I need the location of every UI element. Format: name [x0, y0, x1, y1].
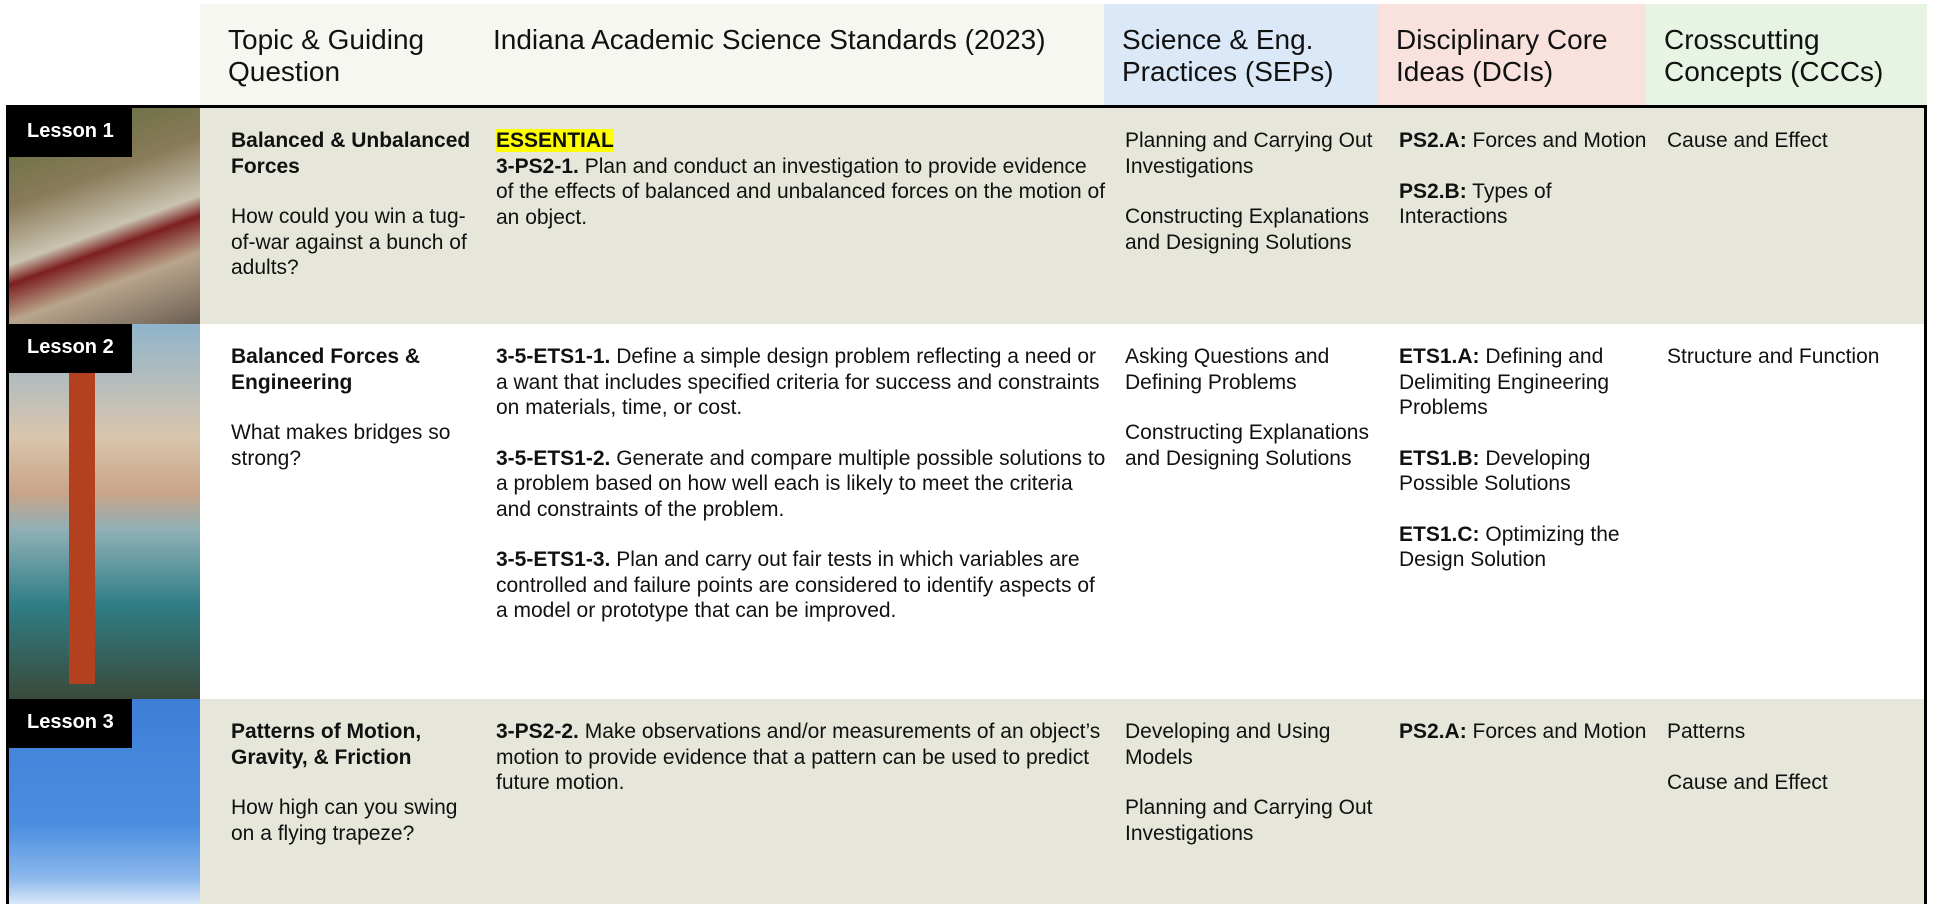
standards-cell: ESSENTIAL 3-PS2-1. Plan and conduct an in…: [496, 108, 1116, 230]
topic-cell: Balanced Forces & Engineering What makes …: [231, 324, 491, 496]
sep-item: Planning and Carrying Out Investigations: [1125, 796, 1373, 845]
dci-code: PS2.A:: [1399, 129, 1467, 152]
dci-item: PS2.B: Types of Interactions: [1399, 179, 1651, 230]
ccc-item: Cause and Effect: [1667, 129, 1828, 152]
ccc-item: Cause and Effect: [1667, 770, 1828, 794]
sep-cell: Planning and Carrying Out Investigations…: [1125, 108, 1393, 280]
standard-text: Generate and compare multiple possible s…: [496, 446, 1106, 521]
sep-item: Asking Questions and Defining Problems: [1125, 345, 1330, 394]
ccc-cell: Cause and Effect: [1667, 108, 1924, 179]
lesson-label: Lesson 1: [9, 108, 132, 157]
dci-cell: ETS1.A: Defining and Delimiting Engineer…: [1399, 324, 1661, 598]
sep-cell: Asking Questions and Defining Problems Co…: [1125, 324, 1393, 496]
standard: 3-5-ETS1-3. Plan and carry out fair test…: [496, 547, 1106, 624]
lesson-label: Lesson 2: [9, 324, 132, 373]
lesson-image: [9, 324, 200, 699]
standard: 3-PS2-2. Make observations and/or measur…: [496, 719, 1106, 796]
standard-text: Define a simple design problem reflectin…: [496, 345, 1100, 419]
topic-title: Patterns of Motion, Gravity, & Friction: [231, 720, 422, 769]
table-body: Lesson 1 Balanced & Unbalanced Forces How …: [6, 105, 1927, 904]
dci-item: PS2.A: Forces and Motion: [1399, 128, 1651, 154]
lesson-row: Lesson 3 Patterns of Motion, Gravity, & F…: [9, 699, 1924, 904]
standard-code: 3-PS2-1.: [496, 154, 579, 178]
tag-line: ESSENTIAL: [496, 128, 1106, 154]
standard-code: 3-5-ETS1-3.: [496, 548, 611, 571]
sep-item: Constructing Explanations and Designing …: [1125, 205, 1369, 254]
dci-code: ETS1.B:: [1399, 446, 1480, 470]
dci-code: ETS1.A:: [1399, 345, 1480, 368]
standard-text: Plan and carry out fair tests in which v…: [496, 548, 1095, 622]
dci-code: PS2.A:: [1399, 720, 1467, 743]
dci-item: ETS1.C: Optimizing the Design Solution: [1399, 522, 1651, 573]
guiding-question: What makes bridges so strong?: [231, 421, 451, 470]
standard-text: Plan and conduct an investigation to pro…: [496, 154, 1106, 229]
topic-cell: Patterns of Motion, Gravity, & Friction H…: [231, 699, 491, 871]
bridge-tower: [69, 364, 95, 684]
ccc-cell: Structure and Function: [1667, 324, 1924, 395]
standards-cell: 3-5-ETS1-1. Define a simple design probl…: [496, 324, 1116, 649]
column-header: Disciplinary Core Ideas (DCIs): [1378, 4, 1646, 105]
sep-item: Planning and Carrying Out Investigations: [1125, 129, 1373, 178]
column-header: Indiana Academic Science Standards (2023…: [475, 4, 1104, 105]
topic-title: Balanced & Unbalanced Forces: [231, 129, 471, 178]
dci-text: Types of Interactions: [1399, 179, 1552, 229]
standard-code: 3-5-ETS1-2.: [496, 446, 611, 470]
dci-text: Forces and Motion: [1472, 720, 1647, 743]
standard: 3-5-ETS1-2. Generate and compare multipl…: [496, 446, 1106, 523]
sep-item: Constructing Explanations and Designing …: [1125, 421, 1369, 470]
lesson-label: Lesson 3: [9, 699, 132, 748]
dci-item: PS2.A: Forces and Motion: [1399, 719, 1651, 745]
topic-title: Balanced Forces & Engineering: [231, 345, 421, 394]
ccc-item: Patterns: [1667, 720, 1746, 743]
topic-cell: Balanced & Unbalanced Forces How could yo…: [231, 108, 491, 306]
dci-cell: PS2.A: Forces and Motion: [1399, 699, 1661, 770]
standards-cell: 3-PS2-2. Make observations and/or measur…: [496, 699, 1116, 821]
dci-code: PS2.B:: [1399, 179, 1467, 203]
dci-item: ETS1.B: Developing Possible Solutions: [1399, 446, 1651, 497]
dci-text: Forces and Motion: [1472, 129, 1647, 152]
guiding-question: How could you win a tug-of-war against a…: [231, 205, 467, 279]
ccc-item: Structure and Function: [1667, 345, 1880, 368]
ccc-cell: Patterns Cause and Effect: [1667, 699, 1924, 820]
sep-cell: Developing and Using Models Planning and …: [1125, 699, 1393, 871]
standard: 3-PS2-1. Plan and conduct an investigati…: [496, 154, 1106, 231]
lesson-row: Lesson 2 Balanced Forces & Engineering Wha…: [9, 324, 1924, 699]
dci-item: ETS1.A: Defining and Delimiting Engineer…: [1399, 344, 1651, 421]
standard-text: Make observations and/or measurements of…: [496, 720, 1101, 794]
sep-item: Developing and Using Models: [1125, 720, 1331, 769]
column-header: Crosscutting Concepts (CCCs): [1646, 4, 1927, 105]
dci-text: Developing Possible Solutions: [1399, 446, 1591, 496]
dci-text: Defining and Delimiting Engineering Prob…: [1399, 345, 1610, 419]
dci-code: ETS1.C:: [1399, 522, 1480, 546]
lesson-row: Lesson 1 Balanced & Unbalanced Forces How …: [9, 108, 1924, 324]
column-header: Topic & Guiding Question: [200, 4, 475, 105]
column-header: Science & Eng. Practices (SEPs): [1104, 4, 1378, 105]
standard: 3-5-ETS1-1. Define a simple design probl…: [496, 344, 1106, 421]
essential-tag: ESSENTIAL: [496, 129, 614, 152]
standard-code: 3-5-ETS1-1.: [496, 345, 611, 368]
dci-text: Optimizing the Design Solution: [1399, 522, 1620, 572]
standard-code: 3-PS2-2.: [496, 720, 579, 743]
guiding-question: How high can you swing on a flying trape…: [231, 796, 458, 845]
dci-cell: PS2.A: Forces and Motion PS2.B: Types of …: [1399, 108, 1661, 255]
